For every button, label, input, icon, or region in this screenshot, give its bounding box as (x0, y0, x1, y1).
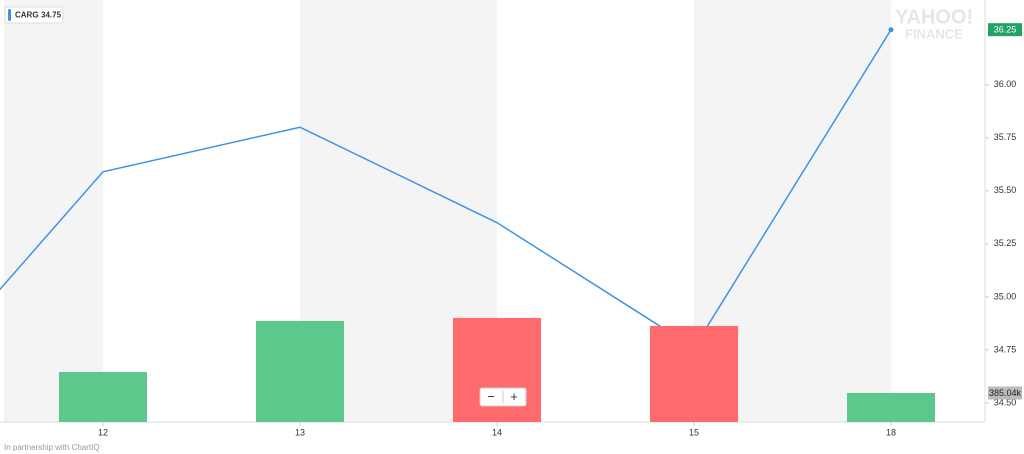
y-tick-label: 34.75 (994, 344, 1017, 354)
x-tick-label: 18 (886, 427, 896, 437)
legend-symbol: CARG (15, 11, 39, 20)
y-tick-label: 36.00 (994, 79, 1017, 89)
value-label: 385.04k (989, 388, 1022, 398)
y-tick-label: 35.00 (994, 291, 1017, 301)
y-tick-label: 35.75 (994, 132, 1017, 142)
price-line (0, 29, 892, 349)
zoom-out[interactable]: − (487, 389, 495, 404)
watermark: YAHOO! (895, 6, 973, 28)
volume-bar (847, 392, 935, 422)
volume-bar (256, 320, 344, 422)
y-tick-label: 35.50 (994, 185, 1017, 195)
volume-bar (650, 325, 738, 422)
value-label: 36.25 (994, 25, 1017, 35)
y-tick-label: 35.25 (994, 238, 1017, 248)
zoom-in[interactable]: + (510, 389, 518, 404)
value-label-box (988, 23, 1022, 37)
zoom-controls: − + (479, 387, 527, 407)
x-tick-label: 13 (295, 427, 305, 437)
x-tick-label: 15 (689, 427, 699, 437)
watermark: FINANCE (905, 26, 963, 41)
legend-box (4, 6, 64, 24)
band (4, 0, 103, 422)
x-tick-label: 12 (98, 427, 108, 437)
footer: In partnership with ChartIQ (4, 443, 100, 452)
value-label-box (988, 386, 1022, 400)
y-tick-label: 34.50 (994, 397, 1017, 407)
volume-bar (59, 371, 147, 422)
last-point (888, 27, 894, 33)
legend-value: 34.75 (41, 11, 62, 20)
x-tick-label: 14 (492, 427, 502, 437)
legend-swatch (8, 9, 11, 21)
